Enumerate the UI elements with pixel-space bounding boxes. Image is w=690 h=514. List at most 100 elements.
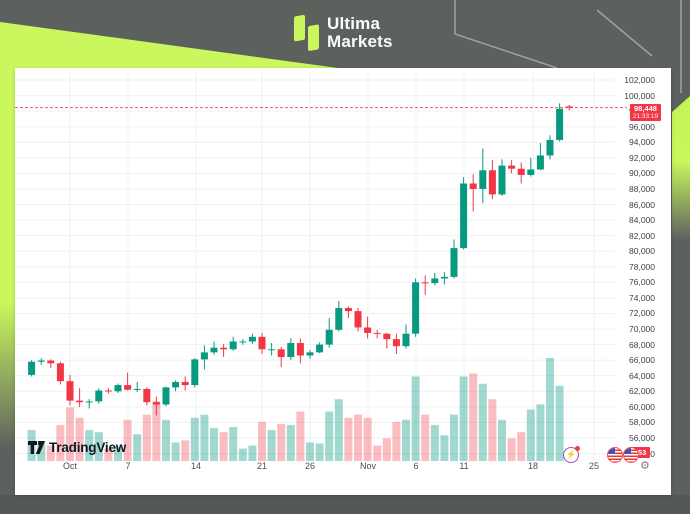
economic-event-flag-icon[interactable] [607,447,623,463]
candle-body [402,333,410,347]
candle-body [258,336,266,350]
candle-body [556,108,564,140]
volume-bar [382,438,391,461]
lime-strip-left [0,66,15,448]
volume-bar [66,407,74,461]
volume-bar [248,445,257,461]
price-axis-label: 64,000 [629,370,655,381]
price-axis-label: 72,000 [629,308,655,319]
time-axis-label: 7 [125,461,131,471]
time-axis-label: 11 [459,461,469,471]
counter-badge: 253 [630,447,650,458]
tradingview-label: TradingView [49,440,127,455]
last-price-countdown: 21:33:19 [632,113,659,120]
brand-line2: Markets [327,32,393,51]
volume-bar [229,427,238,461]
candle-body [66,381,74,401]
candle-body [325,329,333,345]
candle-body [335,308,343,330]
candle-body [239,341,247,343]
volume-bar [450,414,458,461]
brand-name: Ultima Markets [327,15,393,51]
volume-bar [392,421,401,461]
outline-diagonal-icon [596,9,653,57]
tradingview-mark-icon [28,440,45,454]
volume-bar [344,417,353,461]
time-axis-label: 14 [190,461,201,471]
volume-bar [133,434,142,461]
time-axis-label: 18 [527,461,538,471]
price-axis-label: 94,000 [629,137,655,148]
candle-body [431,278,439,284]
volume-bar [104,448,113,461]
candle-body [181,381,189,386]
candle-body [546,139,554,156]
candle-body [412,282,420,334]
candle-body [124,385,132,390]
candle-body [85,401,93,403]
volume-bar [402,419,410,461]
volume-bar [315,443,324,461]
events-bolt-icon[interactable]: ⚡ [563,446,580,463]
volume-bar [507,438,516,461]
tradingview-logo[interactable]: TradingView [28,440,126,455]
volume-bar [536,404,545,461]
candle-body [488,170,496,195]
price-axis-label: 78,000 [629,261,655,272]
volume-bar [162,419,170,461]
candle-body [172,381,180,388]
price-axis-label: 62,000 [629,386,655,397]
volume-bar [75,417,84,461]
volume-bar [152,401,161,461]
economic-event-flag-icon[interactable] [623,447,639,463]
volume-bar [200,414,209,461]
notification-dot [575,446,580,451]
candle-body [450,248,458,277]
volume-bar [373,445,382,461]
volume-bar [286,424,295,461]
candle-body [37,360,45,362]
candle-body [565,106,573,108]
candle-body [143,388,151,403]
candle-body [498,165,506,195]
volume-bar [94,432,103,461]
candle-body [162,387,170,405]
candle-body [56,363,64,382]
price-axis-label: 96,000 [629,121,655,132]
candlestick-chart [15,72,627,461]
candle-body [229,341,237,350]
candle-body [104,390,112,392]
candle-body [527,169,535,175]
candle-body [364,327,372,333]
price-axis-label: 86,000 [629,199,655,210]
candle-body [200,352,208,360]
candle-body [28,361,36,375]
candle-body [392,339,400,347]
volume-bar [325,411,334,461]
volume-bar [123,419,132,461]
volume-bar [334,399,343,461]
candle-body [191,359,199,386]
lime-strip-right [672,96,690,240]
price-axis-label: 92,000 [629,152,655,163]
candle-body [479,170,487,189]
candle-body [383,333,391,340]
volume-bar [210,428,218,461]
candle-body [373,332,381,334]
last-price-badge: 98,448 21:33:19 [630,104,661,121]
candle-body [152,402,160,405]
volume-bar [488,399,497,461]
volume-bar [258,421,266,461]
gear-icon[interactable]: ⚙ [640,460,650,472]
volume-bar [56,424,65,461]
candle-body [354,311,362,328]
volume-bar [555,385,564,461]
candle-body [296,343,304,356]
outline-chevron-icon [454,0,558,69]
price-axis-label: 88,000 [629,183,655,194]
price-axis-label: 66,000 [629,355,655,366]
price-axis-label: 102,000 [624,75,655,85]
volume-bar [306,442,314,461]
